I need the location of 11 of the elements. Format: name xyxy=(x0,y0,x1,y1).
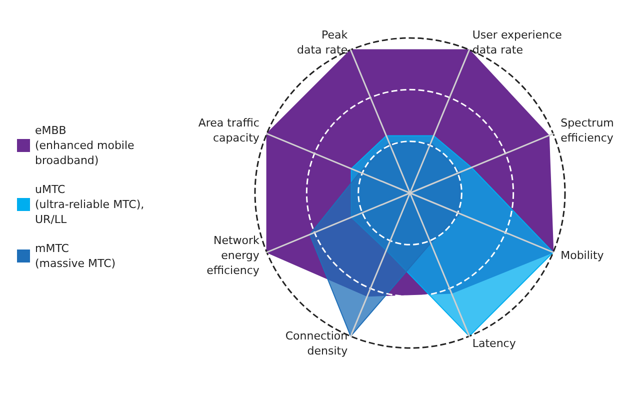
legend-label: eMBB (enhanced mobile broadband) xyxy=(35,124,135,167)
spoke-label: Peak data rate xyxy=(297,28,348,56)
spoke-label: Latency xyxy=(472,337,516,350)
legend-label: mMTC (massive MTC) xyxy=(35,242,116,270)
spoke-label: Spectrum efficiency xyxy=(560,116,614,145)
spoke-label: Connection density xyxy=(285,330,348,358)
spoke-label: Network energy efficiency xyxy=(206,234,260,277)
spoke-label: User experience data rate xyxy=(472,28,562,56)
spoke-label: Mobility xyxy=(560,248,604,262)
legend-label: uMTC (ultra-reliable MTC), UR/LL xyxy=(35,183,144,226)
spoke-label: Area traffic capacity xyxy=(198,116,260,145)
